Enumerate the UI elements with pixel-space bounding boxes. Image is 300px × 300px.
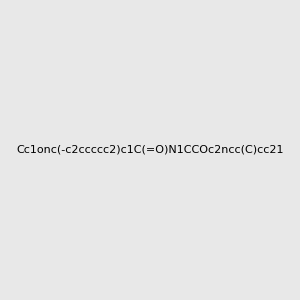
Text: Cc1onc(-c2ccccc2)c1C(=O)N1CCOc2ncc(C)cc21: Cc1onc(-c2ccccc2)c1C(=O)N1CCOc2ncc(C)cc2…: [16, 145, 284, 155]
